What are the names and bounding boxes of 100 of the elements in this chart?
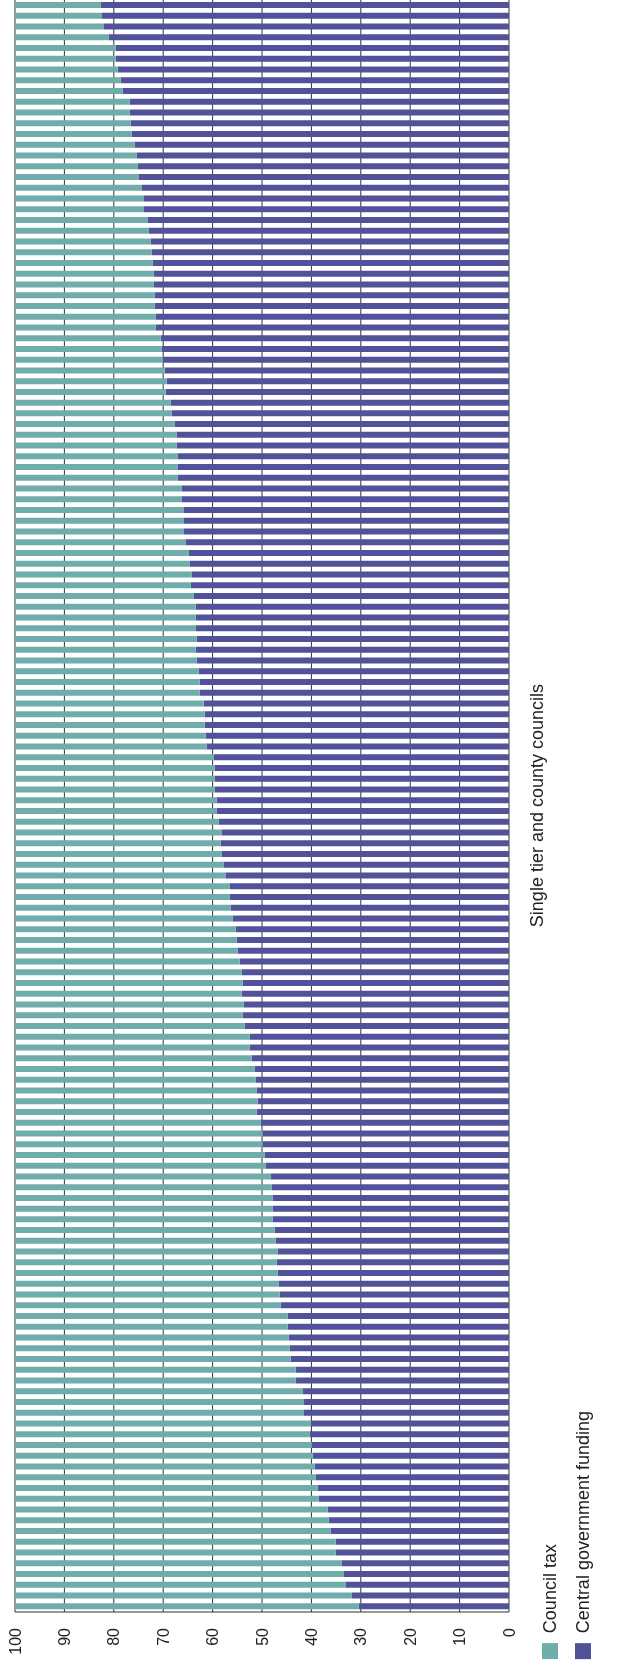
bar [181, 485, 509, 492]
bar [287, 1313, 509, 1320]
bar [15, 893, 230, 900]
bar [277, 1248, 509, 1255]
bar [185, 539, 509, 546]
bar [15, 496, 182, 503]
x-tick-label: 40 [302, 1627, 320, 1646]
bar [15, 1237, 276, 1244]
bar [129, 109, 509, 116]
bar [161, 345, 509, 352]
bar [193, 593, 509, 600]
bar [256, 1108, 509, 1115]
bar [15, 1065, 255, 1072]
bar [15, 883, 230, 890]
bar [15, 421, 175, 428]
bar [15, 1452, 313, 1459]
bar [256, 1087, 509, 1094]
bar [171, 410, 509, 417]
bar [260, 1119, 509, 1126]
bar [221, 829, 509, 836]
bar [15, 1409, 304, 1416]
bar [137, 163, 509, 170]
bar [288, 1334, 509, 1341]
bar [15, 1581, 346, 1588]
bar [311, 1442, 509, 1449]
bar [15, 657, 197, 664]
bar [255, 1076, 509, 1083]
bar [15, 1442, 312, 1449]
bar [15, 173, 139, 180]
bar [15, 593, 194, 600]
bar [15, 786, 215, 793]
bar [195, 646, 509, 653]
bar [134, 141, 509, 148]
bar [271, 1184, 509, 1191]
bar [101, 12, 509, 19]
bar [15, 1377, 296, 1384]
bar [15, 12, 102, 19]
bar [191, 571, 509, 578]
bar [15, 1431, 310, 1438]
bar [327, 1506, 509, 1513]
bar [141, 184, 509, 191]
bar [15, 1420, 311, 1427]
bar [272, 1205, 509, 1212]
bar [147, 216, 509, 223]
bar [318, 1495, 509, 1502]
bar [15, 1098, 258, 1105]
bar [249, 1044, 509, 1051]
bar [15, 1506, 328, 1513]
bar [15, 206, 144, 213]
bar [199, 679, 509, 686]
bar [15, 281, 154, 288]
bar [15, 603, 196, 610]
bar [15, 679, 200, 686]
bar [15, 1463, 315, 1470]
bar [15, 850, 222, 857]
bar [204, 711, 509, 718]
bar [310, 1420, 509, 1427]
x-tick-label: 70 [154, 1627, 172, 1646]
bar [15, 474, 178, 481]
bar [15, 797, 217, 804]
bar [15, 1495, 319, 1502]
bar [15, 872, 226, 879]
bar [262, 1141, 509, 1148]
bar [277, 1270, 509, 1277]
bar [264, 1151, 509, 1158]
bar [15, 1560, 343, 1567]
bar [15, 904, 231, 911]
bar [15, 1119, 261, 1126]
bar [15, 195, 144, 202]
bar [15, 625, 196, 632]
bar [330, 1528, 509, 1535]
bar [108, 34, 509, 41]
bar [177, 464, 509, 471]
bar [174, 421, 509, 428]
bar [15, 1366, 296, 1373]
bar [229, 893, 509, 900]
bar [15, 1141, 263, 1148]
bar [287, 1323, 509, 1330]
bar [15, 141, 135, 148]
bar [278, 1280, 509, 1287]
bar [183, 528, 509, 535]
bar [15, 775, 215, 782]
bar [15, 302, 155, 309]
bar [15, 367, 165, 374]
bar [15, 1571, 344, 1578]
bar [15, 507, 184, 514]
bar [15, 77, 121, 84]
bar [15, 840, 221, 847]
bar [15, 700, 204, 707]
bar [198, 668, 509, 675]
x-tick-label: 60 [204, 1627, 222, 1646]
bar [15, 1151, 265, 1158]
bar [15, 689, 200, 696]
bar [181, 496, 509, 503]
bar [130, 120, 509, 127]
bar [15, 1313, 288, 1320]
bar [15, 464, 178, 471]
bar [15, 808, 217, 814]
bar [15, 765, 215, 772]
bar [15, 743, 207, 750]
